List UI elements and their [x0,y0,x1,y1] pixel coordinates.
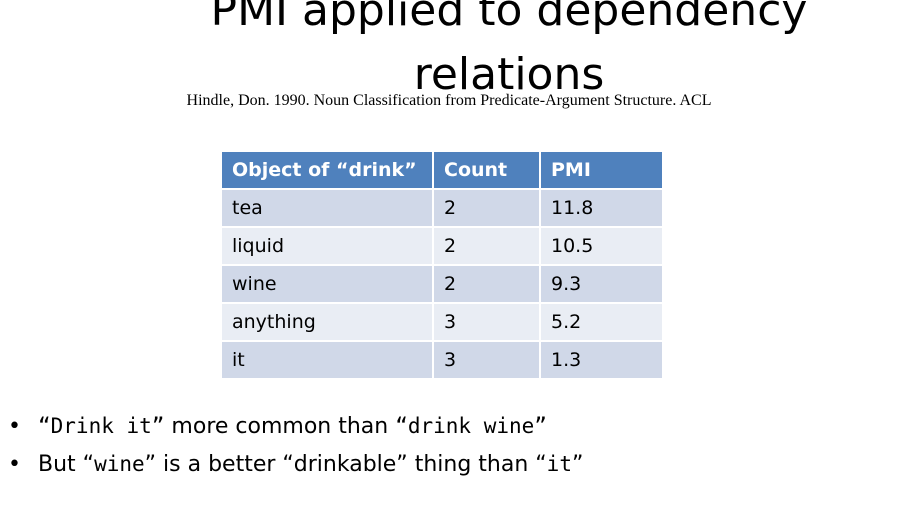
table-row: anything 3 5.2 [220,302,664,342]
bullet-marker: • [8,414,21,439]
bullet-marker: • [8,452,21,477]
cell-object: tea [220,188,434,228]
cell-pmi: 1.3 [539,340,664,380]
code-drink-it: “Drink it” [38,414,165,438]
cell-count: 3 [432,340,541,380]
bullet-item-1: • “Drink it” more common than “drink wine… [8,407,583,445]
table-header-row: Object of “drink” Count PMI [220,150,664,190]
cell-pmi: 9.3 [539,264,664,304]
code-drink-wine: “drink wine” [395,414,547,438]
bullet-text: ” is a better “drinkable” thing than “ [144,452,547,477]
cell-object: wine [220,264,434,304]
cell-count: 2 [432,226,541,266]
bullet-item-2: • But “wine” is a better “drinkable” thin… [8,445,583,483]
table-row: tea 2 11.8 [220,188,664,228]
header-pmi: PMI [539,150,664,190]
bullet-list: • “Drink it” more common than “drink wine… [8,407,583,483]
bullet-text: But “ [38,452,95,477]
table-row: liquid 2 10.5 [220,226,664,266]
cell-pmi: 10.5 [539,226,664,266]
slide-title-line-1: PMI applied to dependency [210,0,808,36]
cell-object: it [220,340,434,380]
code-it: it [546,452,572,476]
bullet-text: ” [571,452,584,477]
cell-count: 2 [432,188,541,228]
cell-object: liquid [220,226,434,266]
pmi-table: Object of “drink” Count PMI tea 2 11.8 l… [220,150,664,380]
header-count: Count [432,150,541,190]
bullet-text: more common than [164,414,396,439]
table-row: it 3 1.3 [220,340,664,380]
cell-pmi: 11.8 [539,188,664,228]
cell-pmi: 5.2 [539,302,664,342]
table-row: wine 2 9.3 [220,264,664,304]
cell-object: anything [220,302,434,342]
cell-count: 2 [432,264,541,304]
citation: Hindle, Don. 1990. Noun Classification f… [186,92,712,109]
header-object: Object of “drink” [220,150,434,190]
slide-title-line-2: relations [413,49,605,100]
code-wine: wine [94,452,145,476]
cell-count: 3 [432,302,541,342]
